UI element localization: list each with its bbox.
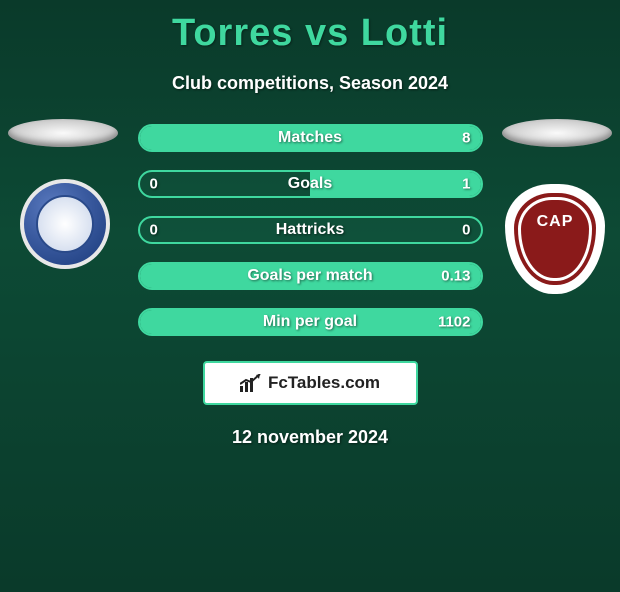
date-label: 12 november 2024 bbox=[0, 427, 620, 448]
stat-label: Goals per match bbox=[247, 267, 372, 285]
stat-value-left: 0 bbox=[150, 176, 158, 193]
player-avatar-left bbox=[8, 119, 118, 147]
stat-row: Matches 8 bbox=[138, 124, 483, 152]
stats-list: Matches 8 0 Goals 1 0 Hattricks 0 Goals per matc… bbox=[138, 124, 483, 336]
brand-box[interactable]: FcTables.com bbox=[203, 361, 418, 405]
brand-text: FcTables.com bbox=[268, 373, 380, 393]
stat-row: 0 Goals 1 bbox=[138, 170, 483, 198]
stat-value-right: 0 bbox=[462, 222, 470, 239]
stat-label: Matches bbox=[278, 129, 342, 147]
stat-label: Hattricks bbox=[276, 221, 344, 239]
club-logo-right: CAP bbox=[505, 184, 605, 294]
club-logo-left bbox=[20, 179, 110, 269]
club-logo-left-inner bbox=[36, 195, 94, 253]
chart-icon bbox=[240, 374, 262, 392]
club-right-label: CAP bbox=[537, 213, 574, 231]
stat-label: Goals bbox=[288, 175, 332, 193]
stat-row: Goals per match 0.13 bbox=[138, 262, 483, 290]
page-title: Torres vs Lotti bbox=[0, 12, 620, 55]
comparison-section: CAP Matches 8 0 Goals 1 0 Hattricks 0 Goals per … bbox=[0, 124, 620, 336]
stat-row: 0 Hattricks 0 bbox=[138, 216, 483, 244]
player-avatar-right bbox=[502, 119, 612, 147]
stat-label: Min per goal bbox=[263, 313, 357, 331]
stat-value-right: 0.13 bbox=[441, 268, 470, 285]
stat-value-right: 1102 bbox=[438, 314, 471, 331]
stat-row: Min per goal 1102 bbox=[138, 308, 483, 336]
page-subtitle: Club competitions, Season 2024 bbox=[0, 73, 620, 94]
stat-value-left: 0 bbox=[150, 222, 158, 239]
stat-value-right: 8 bbox=[462, 130, 470, 147]
club-logo-right-inner: CAP bbox=[514, 193, 596, 285]
stat-fill-right bbox=[310, 172, 481, 196]
stat-value-right: 1 bbox=[462, 176, 470, 193]
